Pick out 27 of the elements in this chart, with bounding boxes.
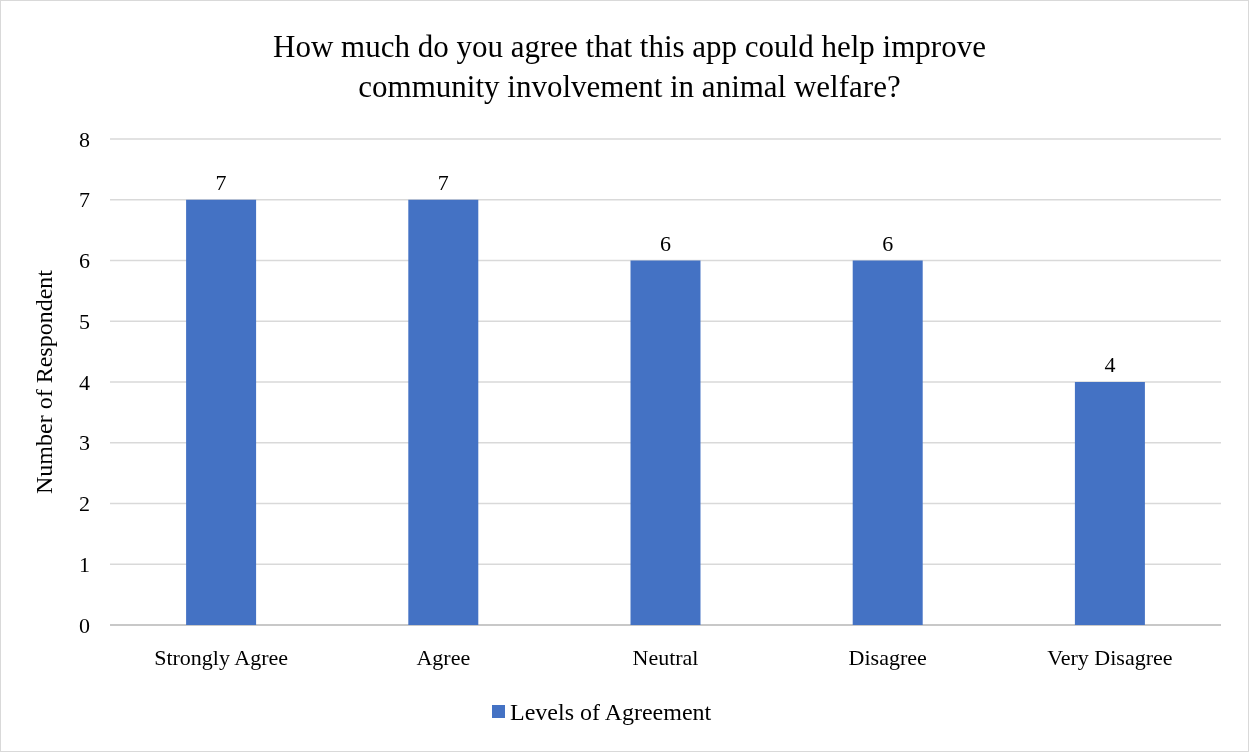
data-label: 7 bbox=[215, 169, 227, 195]
data-label: 4 bbox=[1104, 352, 1116, 377]
y-tick-label: 3 bbox=[79, 430, 90, 456]
x-tick-label: Neutral bbox=[632, 645, 699, 670]
y-tick-label: 0 bbox=[79, 612, 90, 638]
x-tick-label: Strongly Agree bbox=[154, 645, 289, 670]
bar bbox=[630, 260, 701, 625]
x-tick-label: Very Disagree bbox=[1047, 645, 1173, 670]
x-tick-label: Disagree bbox=[848, 645, 927, 670]
data-label: 6 bbox=[882, 230, 894, 256]
y-tick-label: 8 bbox=[79, 126, 90, 152]
y-axis-title: Number of Respondent bbox=[31, 269, 57, 494]
data-label: 7 bbox=[437, 169, 449, 195]
data-label: 6 bbox=[660, 230, 671, 256]
y-tick-label: 4 bbox=[79, 369, 90, 395]
legend-label: Levels of Agreement bbox=[510, 699, 712, 726]
y-tick-label: 2 bbox=[79, 491, 90, 517]
bar bbox=[408, 199, 479, 625]
y-tick-label: 6 bbox=[79, 248, 90, 274]
x-tick-label: Agree bbox=[416, 645, 471, 670]
bar bbox=[1074, 382, 1145, 625]
bar bbox=[186, 199, 257, 625]
y-tick-label: 1 bbox=[79, 551, 90, 577]
bar bbox=[852, 260, 923, 625]
y-tick-label: 7 bbox=[79, 187, 90, 213]
chart-title: How much do you agree that this app could help improve community involvement in animal welfare? bbox=[273, 29, 986, 104]
y-tick-label: 5 bbox=[79, 308, 90, 334]
